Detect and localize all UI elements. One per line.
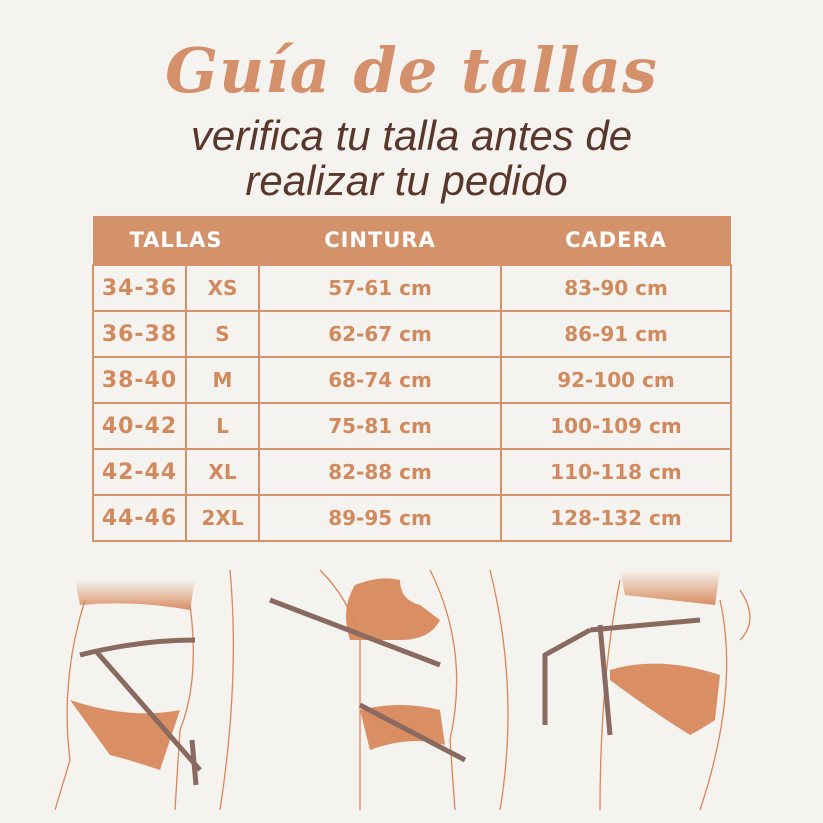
size-range-cell: 34-36 (92, 264, 187, 312)
cadera-cell: 100-109 cm (500, 402, 732, 450)
size-range-cell: 42-44 (92, 448, 187, 496)
cadera-cell: 83-90 cm (500, 264, 732, 312)
size-range-cell: 44-46 (92, 494, 187, 542)
subtitle-line-1: verifica tu talla antes de (190, 112, 633, 159)
cadera-cell: 128-132 cm (500, 494, 732, 542)
header-tallas: TALLAS (93, 216, 259, 265)
table-row: 40-42 L 75-81 cm 100-109 cm (92, 402, 732, 450)
cadera-cell: 110-118 cm (500, 448, 732, 496)
waist-measure-figure (54, 569, 234, 811)
back-measure-figure (542, 570, 751, 811)
table-row: 38-40 M 68-74 cm 92-100 cm (92, 356, 732, 404)
table-row: 36-38 S 62-67 cm 86-91 cm (92, 310, 732, 358)
table-row: 34-36 XS 57-61 cm 83-90 cm (92, 264, 732, 312)
cintura-cell: 82-88 cm (258, 448, 502, 496)
cintura-cell: 89-95 cm (258, 494, 502, 542)
size-range-cell: 40-42 (92, 402, 187, 450)
page-title: Guía de tallas (165, 34, 658, 107)
size-label-cell: M (185, 356, 260, 404)
cintura-cell: 68-74 cm (258, 356, 502, 404)
cintura-cell: 57-61 cm (258, 264, 502, 312)
size-label-cell: S (185, 310, 260, 358)
table-row: 44-46 2XL 89-95 cm 128-132 cm (92, 494, 732, 542)
cintura-cell: 62-67 cm (258, 310, 502, 358)
header-cintura: CINTURA (259, 216, 501, 265)
size-table: TALLAS CINTURA CADERA 34-36 XS 57-61 cm 83-… (92, 216, 732, 542)
header-cadera: CADERA (501, 216, 731, 265)
size-label-cell: L (185, 402, 260, 450)
table-header-row: TALLAS CINTURA CADERA (93, 216, 731, 265)
size-range-cell: 36-38 (92, 310, 187, 358)
table-row: 42-44 XL 82-88 cm 110-118 cm (92, 448, 732, 496)
measurement-illustrations (54, 569, 751, 811)
subtitle-line-2: realizar tu pedido (245, 157, 568, 204)
cadera-cell: 86-91 cm (500, 310, 732, 358)
size-label-cell: XL (185, 448, 260, 496)
size-label-cell: 2XL (185, 494, 260, 542)
cadera-cell: 92-100 cm (500, 356, 732, 404)
cintura-cell: 75-81 cm (258, 402, 502, 450)
size-label-cell: XS (185, 264, 260, 312)
hip-measure-figure (269, 569, 509, 811)
size-range-cell: 38-40 (92, 356, 187, 404)
